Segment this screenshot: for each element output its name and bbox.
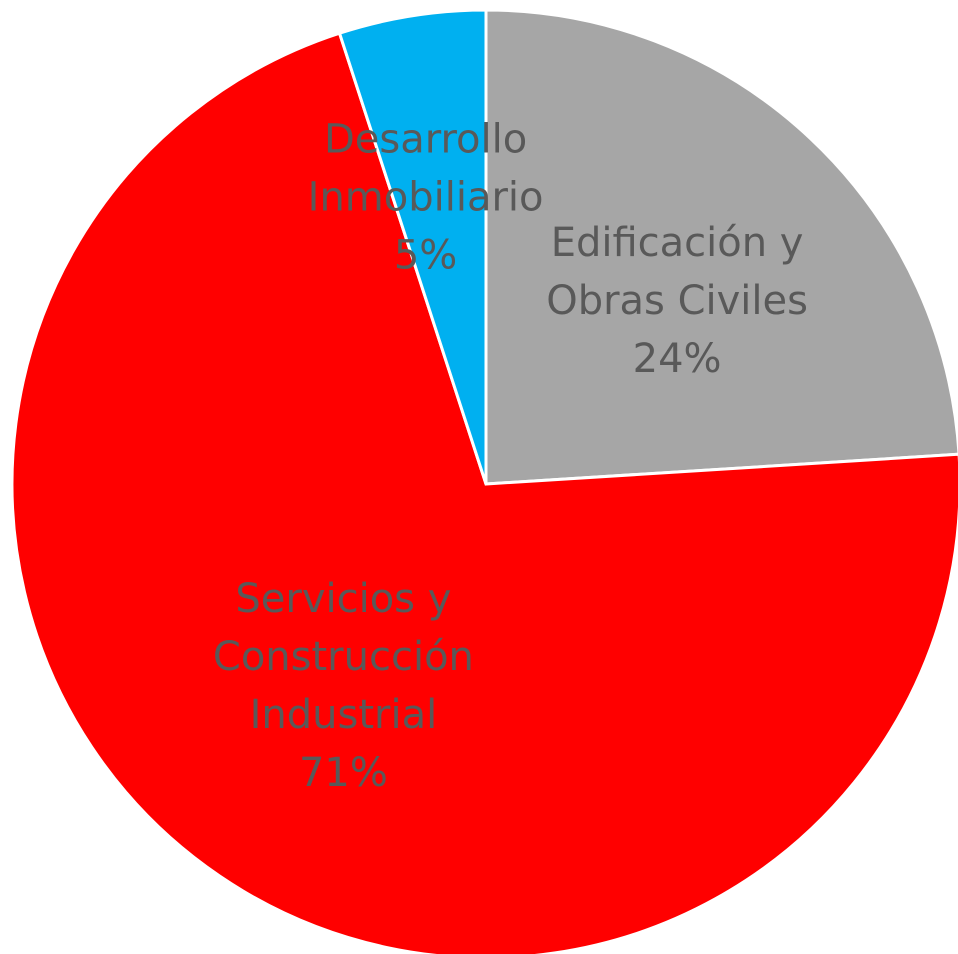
pie-labels: Edificación y Obras Civiles 24% Servicios y… (213, 116, 808, 796)
pie-slice-category-line: Obras Civiles (546, 278, 808, 324)
pie-slice-3 (337, 8, 488, 485)
pie-slice-category-line: Desarrollo (324, 116, 527, 162)
pie-slice-1 (484, 8, 958, 486)
pie-slice-category-line: Edificación y (551, 220, 804, 266)
pie-slice-label-1: Edificación y Obras Civiles 24% (546, 220, 808, 382)
pie-slice-category-line: Servicios y (235, 576, 451, 622)
pie-slice-percent: 71% (299, 750, 388, 796)
pie-slice-label-3: Desarrollo Inmobiliario 5% (308, 116, 544, 278)
pie-slice-label-2: Servicios y Construcción Industrial 71% (213, 576, 474, 796)
pie-slice-percent: 24% (633, 336, 722, 382)
pie-slices (10, 8, 958, 954)
pie-slice-category-line: Industrial (250, 692, 438, 738)
pie-slice-2 (10, 31, 958, 954)
pie-slice-category-line: Inmobiliario (308, 174, 544, 220)
pie-slice-category-line: Construcción (213, 634, 474, 680)
pie-slice-percent: 5% (394, 232, 457, 278)
